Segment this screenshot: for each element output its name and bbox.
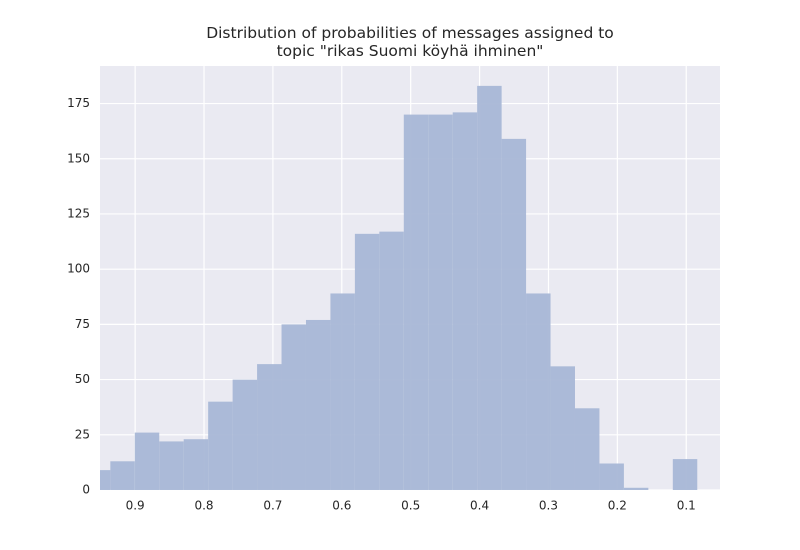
bar xyxy=(501,138,527,490)
bar xyxy=(574,408,600,490)
bar xyxy=(110,461,135,490)
bar xyxy=(477,85,502,490)
bar xyxy=(526,293,551,490)
bar xyxy=(159,441,184,490)
y-tick-label: 100 xyxy=(67,262,90,276)
x-tick-label: 0.7 xyxy=(263,499,282,513)
bar xyxy=(257,364,282,490)
x-tick-label: 0.6 xyxy=(332,499,351,513)
bar xyxy=(672,459,698,490)
y-tick-label: 75 xyxy=(75,317,90,331)
y-tick-label: 0 xyxy=(82,483,90,497)
bar xyxy=(599,463,624,490)
y-tick-label: 50 xyxy=(75,372,90,386)
x-tick-label: 0.4 xyxy=(470,499,489,513)
bar xyxy=(428,114,453,490)
x-tick-label: 0.5 xyxy=(401,499,420,513)
bar xyxy=(100,470,111,490)
x-tick-label: 0.3 xyxy=(539,499,558,513)
x-tick-label: 0.9 xyxy=(126,499,145,513)
bar xyxy=(305,319,331,490)
bar xyxy=(452,112,478,490)
y-tick-label: 25 xyxy=(75,427,90,441)
y-tick-label: 125 xyxy=(67,206,90,220)
bar xyxy=(550,366,575,490)
bar xyxy=(379,231,404,490)
bar xyxy=(330,293,355,490)
bar xyxy=(623,487,649,490)
bar xyxy=(134,432,160,490)
x-tick-label: 0.8 xyxy=(194,499,213,513)
bar xyxy=(354,233,380,490)
bars xyxy=(100,85,698,490)
bar xyxy=(183,439,209,490)
tick-labels: 0 25 50 75 100 125 150 175 0.9 0.8 0.7 0.6 0.5 0.4 0.3… xyxy=(67,96,696,512)
x-tick-label: 0.1 xyxy=(677,499,696,513)
y-tick-label: 175 xyxy=(67,96,90,110)
bar xyxy=(403,114,429,490)
chart-title: Distribution of probabilities of message… xyxy=(206,24,614,60)
bar xyxy=(281,324,306,490)
bar xyxy=(208,401,233,490)
x-tick-label: 0.2 xyxy=(608,499,627,513)
y-tick-label: 150 xyxy=(67,151,90,165)
bar xyxy=(232,379,258,490)
